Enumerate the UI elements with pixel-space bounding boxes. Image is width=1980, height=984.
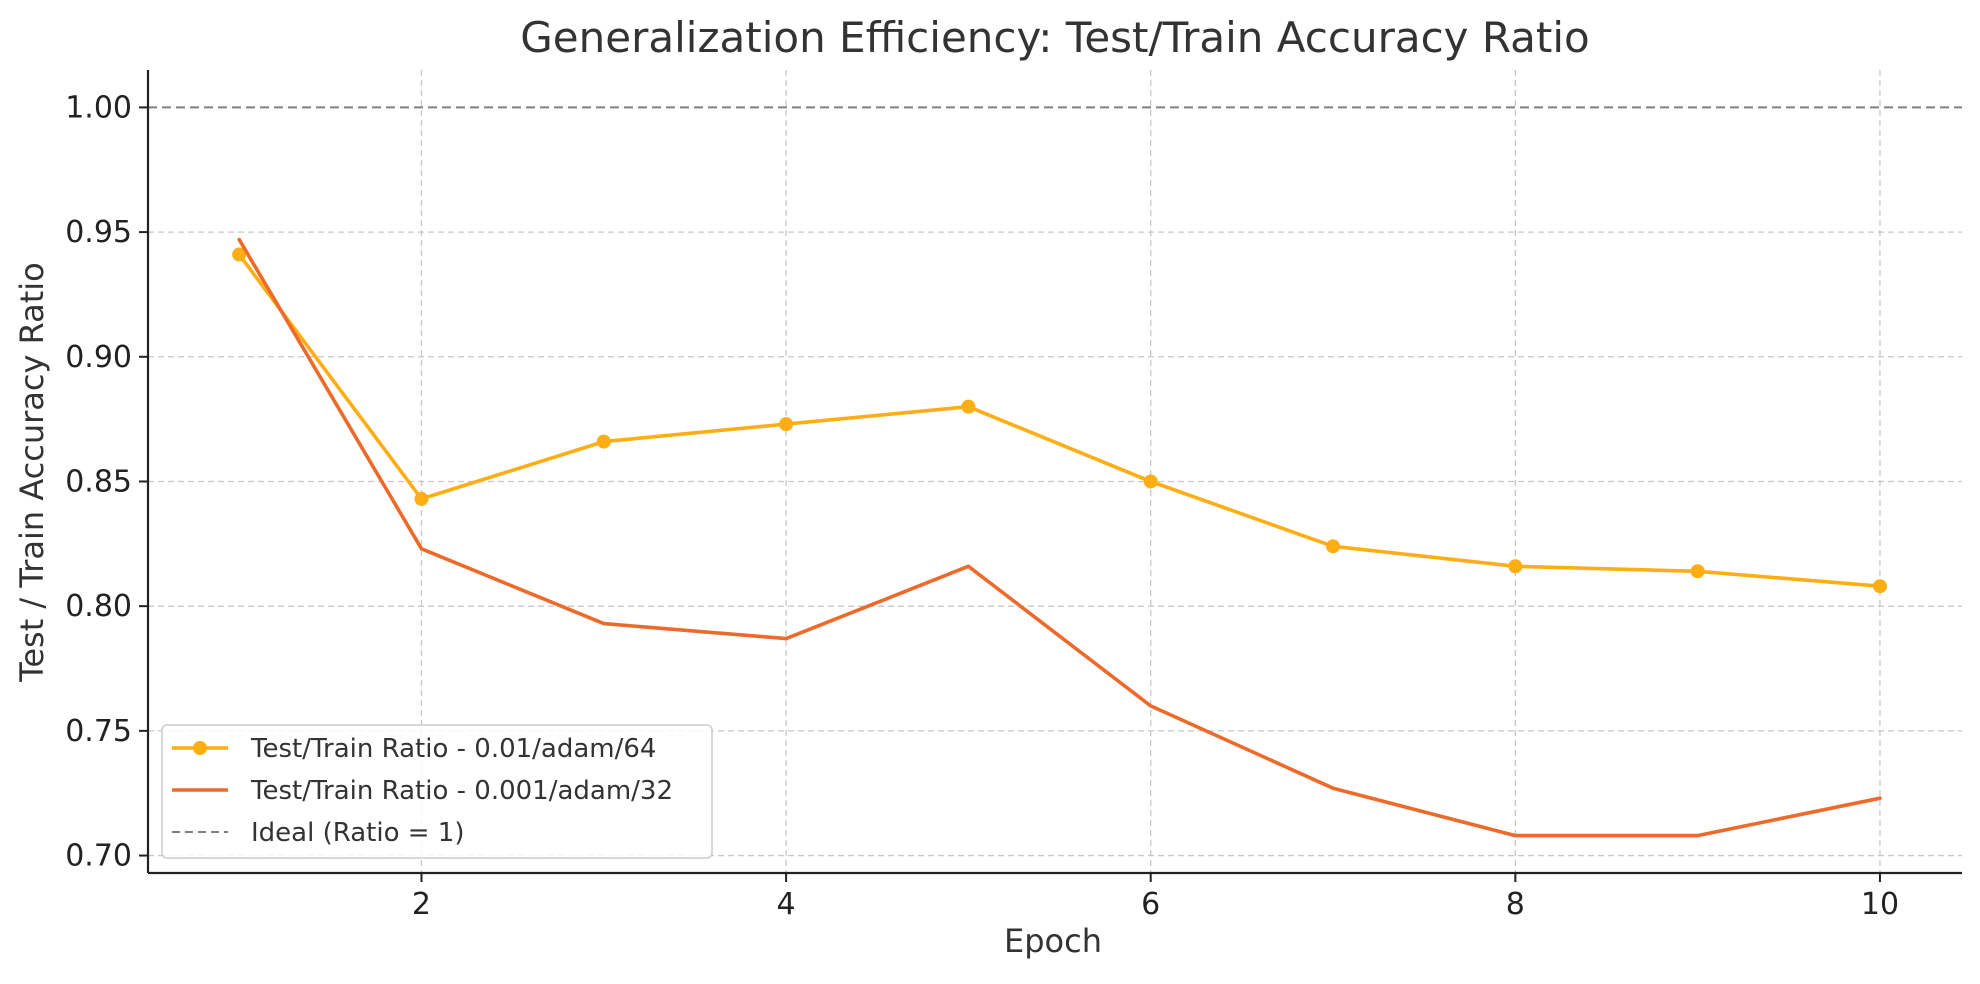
y-tick-label: 1.00	[65, 90, 132, 125]
legend: Test/Train Ratio - 0.01/adam/64 Test/Tra…	[161, 724, 713, 859]
y-tick-label: 0.80	[65, 589, 132, 624]
series-1-line	[237, 252, 1882, 589]
series-1-point	[1326, 539, 1341, 554]
series-1-point	[1872, 579, 1887, 594]
legend-label-series-2: Test/Train Ratio - 0.001/adam/32	[250, 776, 673, 806]
y-tick-label: 0.95	[65, 215, 132, 250]
y-tick-label: 0.85	[65, 464, 132, 499]
x-tick-label: 2	[412, 887, 431, 922]
legend-box	[161, 724, 713, 859]
legend-label-ideal: Ideal (Ratio = 1)	[251, 818, 464, 848]
x-tick-label: 6	[1141, 887, 1160, 922]
series-1-point	[596, 434, 611, 449]
series-1-point	[232, 247, 247, 262]
x-tick-label: 8	[1506, 887, 1525, 922]
x-tick-label: 10	[1861, 887, 1899, 922]
series-1-point	[1690, 564, 1705, 579]
chart-title: Generalization Efficiency: Test/Train Ac…	[520, 13, 1589, 62]
series-1-point	[1143, 474, 1158, 489]
y-axis-label: Test / Train Accuracy Ratio	[13, 262, 51, 683]
x-axis-label: Epoch	[1004, 922, 1102, 960]
series-1-point	[414, 491, 429, 506]
series-1-point	[1508, 559, 1523, 574]
legend-marker-series-1	[193, 741, 207, 755]
series-layer	[232, 237, 1887, 838]
y-tick-label: 0.90	[65, 340, 132, 375]
legend-label-series-1: Test/Train Ratio - 0.01/adam/64	[250, 734, 656, 764]
series-1-point	[779, 417, 794, 432]
series-1-point	[961, 399, 976, 414]
series-2-line	[237, 237, 1882, 838]
x-tick-label: 4	[777, 887, 796, 922]
y-tick-label: 0.75	[65, 714, 132, 749]
axes: 2 4 6 8 10 0.70 0.75 0.80 0.85 0.90 0.95 1.00	[65, 70, 1962, 922]
y-tick-label: 0.70	[65, 839, 132, 874]
